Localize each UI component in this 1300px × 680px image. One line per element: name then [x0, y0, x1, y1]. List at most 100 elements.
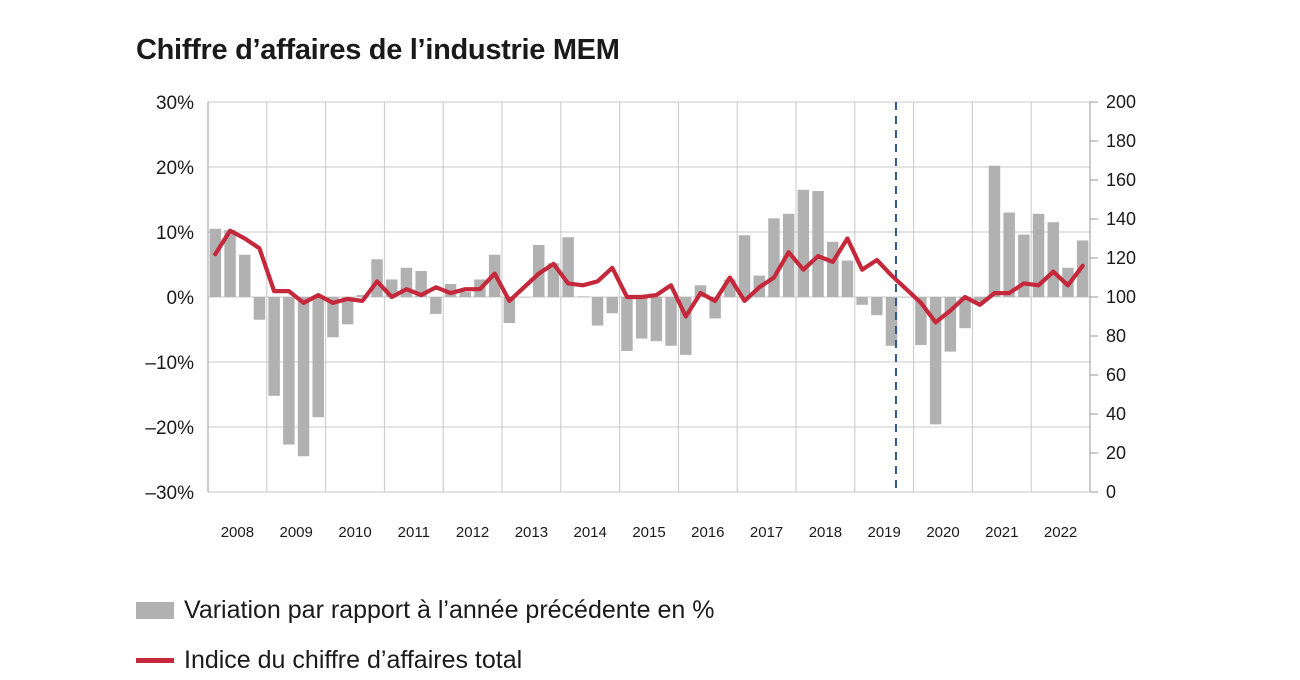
left-tick-label: 10% — [156, 223, 194, 244]
bar — [253, 297, 266, 320]
right-tick-label: 20 — [1106, 443, 1126, 463]
bar — [621, 297, 633, 351]
bar — [738, 235, 751, 297]
bar — [209, 228, 222, 297]
x-tick-label: 2012 — [456, 524, 489, 541]
bar — [386, 279, 398, 297]
bar — [768, 218, 780, 297]
bar — [341, 297, 354, 325]
x-tick-label: 2016 — [691, 524, 724, 541]
x-tick-label: 2013 — [515, 524, 548, 541]
bar — [635, 297, 648, 339]
bar — [929, 297, 942, 425]
bar — [606, 297, 618, 314]
bar — [430, 297, 442, 314]
right-tick-label: 40 — [1106, 404, 1126, 424]
bar — [959, 297, 971, 329]
bar — [283, 297, 295, 445]
right-tick-label: 60 — [1106, 365, 1126, 385]
bar — [944, 297, 957, 352]
x-tick-label: 2020 — [926, 524, 959, 541]
x-tick-label: 2017 — [750, 524, 783, 541]
left-tick-label: 0% — [167, 288, 195, 309]
line-series — [213, 228, 1085, 325]
bar — [444, 284, 457, 297]
bar — [841, 260, 854, 297]
x-tick-label: 2011 — [398, 524, 430, 541]
bar — [812, 191, 824, 297]
left-tick-label: –10% — [145, 353, 194, 374]
bar — [562, 237, 574, 297]
bar — [915, 297, 927, 346]
bar — [547, 263, 560, 297]
bar — [239, 254, 251, 297]
left-tick-label: 20% — [156, 158, 194, 179]
bar — [1018, 234, 1030, 297]
bar — [533, 245, 545, 297]
bar — [518, 297, 530, 298]
legend-item-bars: Variation par rapport à l’année précéden… — [136, 596, 714, 625]
bar — [503, 297, 516, 323]
bar — [1032, 213, 1045, 297]
left-tick-label: 30% — [156, 93, 194, 114]
bar — [268, 297, 280, 396]
x-tick-label: 2014 — [574, 524, 607, 541]
bar — [1047, 222, 1059, 297]
x-tick-label: 2009 — [280, 524, 313, 541]
bar — [871, 297, 883, 316]
bar — [885, 297, 898, 346]
right-tick-label: 100 — [1106, 287, 1136, 307]
bar — [650, 297, 663, 342]
axes — [207, 101, 1098, 493]
chart-canvas: 30%20%10%0%–10%–20%–30% 2001801601401201… — [145, 92, 1136, 541]
legend-line-label: Indice du chiffre d’affaires total — [184, 646, 523, 674]
right-tick-label: 200 — [1106, 92, 1136, 112]
bar-series — [209, 165, 1089, 457]
x-tick-label: 2008 — [221, 524, 254, 541]
bar — [459, 291, 471, 297]
bar — [327, 297, 339, 338]
bar — [797, 189, 810, 297]
right-tick-label: 80 — [1106, 326, 1126, 346]
bar — [665, 297, 677, 346]
bar — [312, 297, 324, 418]
left-tick-label: –30% — [145, 483, 194, 504]
left-tick-label: –20% — [145, 418, 194, 439]
bar — [591, 297, 604, 326]
bar — [400, 267, 413, 297]
bar — [224, 230, 236, 297]
right-tick-label: 140 — [1106, 209, 1136, 229]
x-tick-label: 2018 — [809, 524, 842, 541]
index-line — [213, 228, 1085, 325]
right-tick-label: 120 — [1106, 248, 1136, 268]
right-tick-label: 160 — [1106, 170, 1136, 190]
bar — [724, 279, 736, 297]
x-tick-label: 2010 — [338, 524, 371, 541]
x-tick-label: 2022 — [1044, 524, 1077, 541]
bar — [680, 297, 692, 355]
bar — [900, 297, 912, 298]
right-tick-label: 180 — [1106, 131, 1136, 151]
bar — [988, 165, 1001, 297]
legend-line-swatch — [136, 658, 174, 663]
bar — [974, 297, 986, 302]
bar — [371, 259, 383, 297]
legend-bars-label: Variation par rapport à l’année précéden… — [184, 596, 715, 624]
bar — [709, 297, 721, 319]
bar — [415, 271, 427, 297]
right-tick-label: 0 — [1106, 482, 1116, 502]
bar — [827, 241, 839, 297]
bar — [297, 297, 310, 457]
legend-bar-swatch — [136, 602, 174, 619]
bar — [356, 295, 369, 297]
bar — [856, 297, 868, 305]
bar — [577, 296, 589, 297]
x-tick-label: 2015 — [632, 524, 665, 541]
legend-item-line: Indice du chiffre d’affaires total — [136, 646, 522, 675]
chart-title: Chiffre d’affaires de l’industrie MEM — [136, 34, 620, 66]
left-axis-ticks: 30% 20% 10% 0% –10% –20% –30% — [145, 93, 194, 504]
bar — [1003, 212, 1015, 297]
x-axis-ticks: 2008 2009 2010 2011 2012 2013 2014 2015 2016 2017… — [221, 524, 1078, 541]
x-tick-label: 2019 — [868, 524, 901, 541]
